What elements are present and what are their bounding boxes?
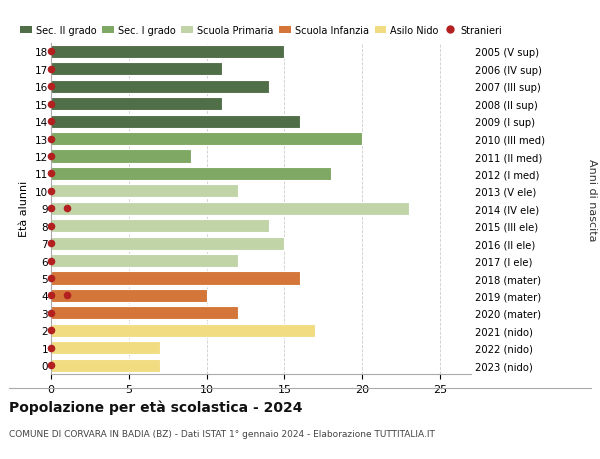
- Legend: Sec. II grado, Sec. I grado, Scuola Primaria, Scuola Infanzia, Asilo Nido, Stran: Sec. II grado, Sec. I grado, Scuola Prim…: [20, 25, 502, 35]
- Text: Anni di nascita: Anni di nascita: [587, 158, 597, 241]
- Bar: [51, 307, 238, 320]
- Bar: [51, 98, 222, 111]
- Bar: [51, 341, 160, 354]
- Text: Popolazione per età scolastica - 2024: Popolazione per età scolastica - 2024: [9, 399, 302, 414]
- Bar: [51, 220, 269, 233]
- Bar: [51, 115, 300, 129]
- Bar: [51, 168, 331, 180]
- Bar: [51, 133, 362, 146]
- Bar: [51, 272, 300, 285]
- Bar: [51, 185, 238, 198]
- Bar: [51, 359, 160, 372]
- Y-axis label: Età alunni: Età alunni: [19, 181, 29, 237]
- Bar: [51, 237, 284, 250]
- Bar: [51, 150, 191, 163]
- Bar: [51, 202, 409, 215]
- Bar: [51, 81, 269, 94]
- Bar: [51, 324, 316, 337]
- Text: COMUNE DI CORVARA IN BADIA (BZ) - Dati ISTAT 1° gennaio 2024 - Elaborazione TUTT: COMUNE DI CORVARA IN BADIA (BZ) - Dati I…: [9, 429, 435, 438]
- Bar: [51, 46, 284, 59]
- Bar: [51, 289, 206, 302]
- Bar: [51, 63, 222, 76]
- Bar: [51, 254, 238, 268]
